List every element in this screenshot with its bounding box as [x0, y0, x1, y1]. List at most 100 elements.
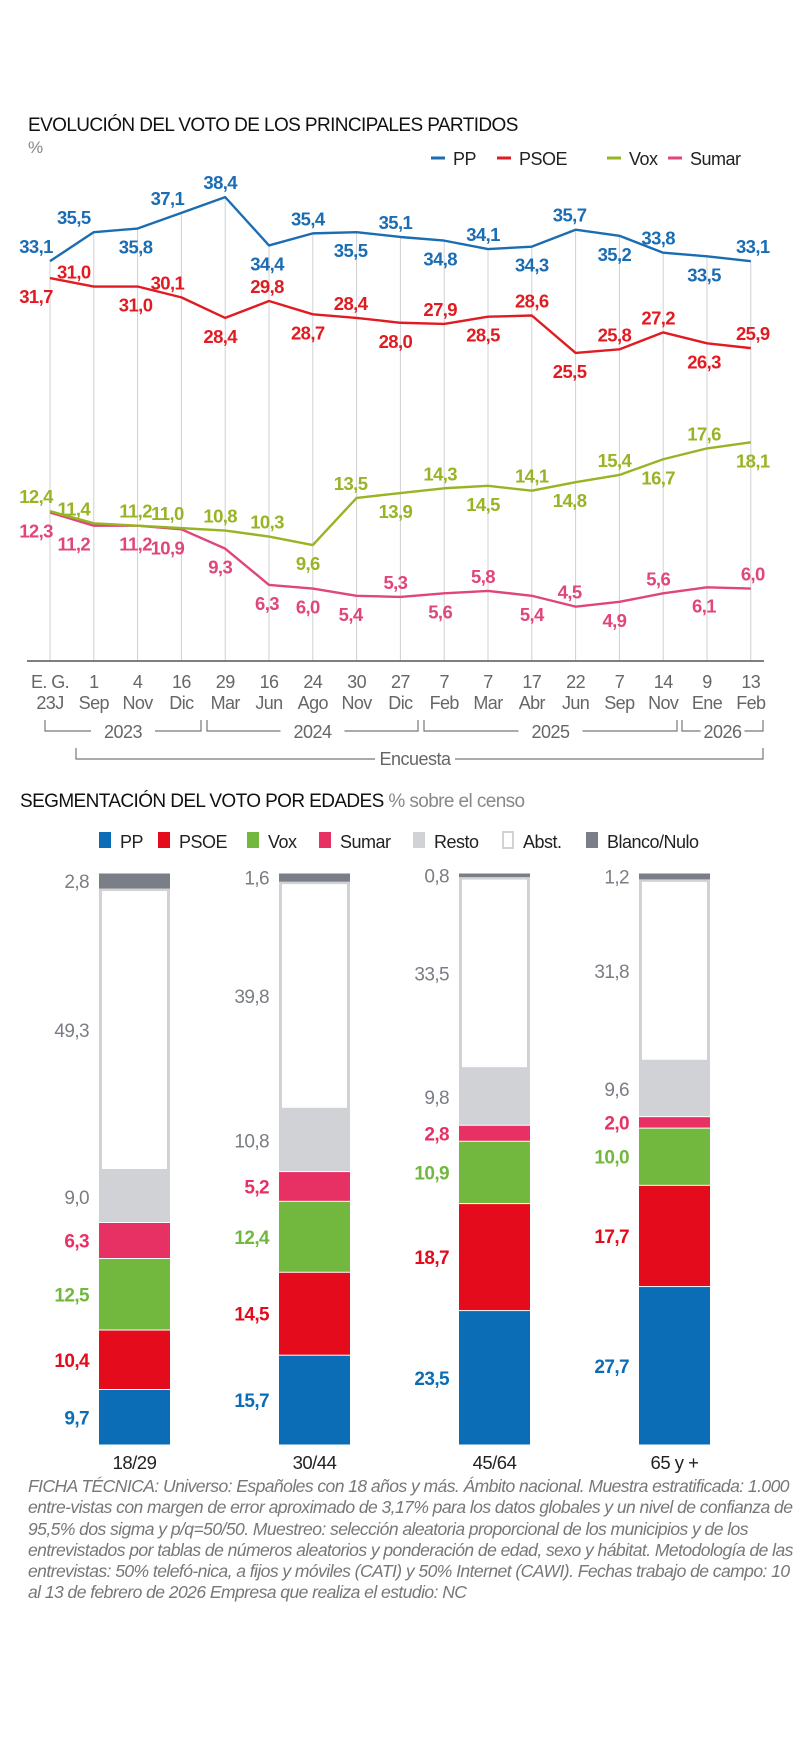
legend-swatch-abst — [502, 831, 514, 849]
bar-chart-subtitle: % sobre el censo — [388, 791, 525, 812]
bar-segment-vox — [99, 1259, 170, 1330]
x-tick-label-month: Nov — [341, 693, 372, 713]
bar-value-label: 0,8 — [424, 866, 449, 887]
x-tick-label-day: 7 — [615, 672, 625, 692]
bar-value-label: 9,8 — [424, 1088, 449, 1109]
x-tick-label-day: 7 — [483, 672, 493, 692]
bar-segment-blanconulo — [639, 873, 710, 880]
data-label-sumar: 4,5 — [558, 582, 582, 603]
year-bracket — [206, 720, 419, 732]
bar-chart-title-wrap: SEGMENTACIÓN DEL VOTO POR EDADES % sobre… — [20, 791, 525, 813]
survey-label: Encuesta — [379, 749, 452, 769]
data-label-sumar: 10,9 — [151, 537, 185, 558]
data-label-sumar: 5,3 — [383, 572, 407, 593]
data-label-pp: 33,5 — [687, 264, 721, 285]
bar-value-label: 33,5 — [414, 964, 449, 985]
bar-value-label: 23,5 — [414, 1369, 450, 1390]
data-label-pp: 33,8 — [641, 228, 675, 249]
data-label-vox: 13,5 — [334, 473, 368, 494]
bar-segment-vox — [639, 1128, 710, 1185]
data-label-psoe: 31,0 — [119, 295, 153, 316]
bar-segment-abst — [99, 888, 170, 1173]
bar-value-label: 15,7 — [234, 1391, 269, 1412]
data-label-sumar: 6,1 — [692, 595, 716, 616]
bar-segment-resto — [639, 1062, 710, 1117]
data-label-pp: 35,5 — [334, 240, 368, 261]
year-label: 2023 — [104, 722, 143, 742]
bar-segment-sumar — [99, 1222, 170, 1259]
data-label-pp: 35,2 — [598, 244, 632, 265]
data-label-psoe: 25,5 — [553, 361, 587, 382]
bar-value-label: 39,8 — [234, 987, 269, 1008]
bar-segment-sumar — [639, 1117, 710, 1128]
data-label-sumar: 6,3 — [255, 593, 279, 614]
x-tick-label-day: 14 — [654, 672, 673, 692]
bar-segment-psoe — [459, 1204, 530, 1311]
legend-label-blanconulo: Blanco/Nulo — [607, 832, 699, 852]
bar-value-label: 12,5 — [54, 1285, 90, 1306]
x-tick-label-day: 24 — [303, 672, 322, 692]
series-line-psoe — [49, 276, 751, 355]
x-tick-label-month: Ene — [692, 693, 723, 713]
bar-segment-pp — [639, 1287, 710, 1445]
data-label-pp: 34,8 — [423, 249, 457, 270]
bar-value-label: 2,0 — [604, 1113, 629, 1134]
x-tick-label-month: Feb — [736, 693, 766, 713]
bar-segment-blanconulo — [99, 873, 170, 889]
data-label-pp: 33,1 — [736, 236, 770, 257]
data-label-vox: 14,8 — [553, 490, 587, 511]
x-tick-label-month: Abr — [519, 693, 546, 713]
data-label-sumar: 5,4 — [339, 604, 364, 625]
legend-label-sumar: Sumar — [340, 832, 391, 852]
data-label-pp: 34,1 — [466, 224, 500, 245]
x-tick-label-month: Mar — [473, 693, 503, 713]
bar-segment-sumar — [459, 1125, 530, 1141]
year-bracket — [423, 720, 678, 732]
bar-segment-psoe — [99, 1330, 170, 1390]
data-label-pp: 35,1 — [379, 212, 413, 233]
x-tick-label-day: 1 — [89, 672, 99, 692]
x-tick-label-day: 30 — [347, 672, 366, 692]
data-label-pp: 37,1 — [151, 188, 185, 209]
data-label-pp: 35,4 — [291, 208, 326, 229]
data-label-psoe: 26,3 — [687, 351, 721, 372]
bar-value-label: 2,8 — [424, 1124, 449, 1145]
data-label-sumar: 11,2 — [119, 534, 152, 555]
survey-bracket — [75, 748, 764, 760]
bar-value-label: 14,5 — [234, 1305, 270, 1326]
bar-segment-abst — [279, 881, 350, 1111]
legend-label-pp: PP — [120, 832, 144, 852]
series-line-pp — [49, 195, 751, 263]
data-label-pp: 35,7 — [553, 205, 587, 226]
x-tick-label-day: 16 — [172, 672, 191, 692]
bar-value-label: 9,6 — [604, 1080, 629, 1101]
data-label-psoe: 28,6 — [515, 291, 549, 312]
data-label-pp: 38,4 — [203, 172, 238, 193]
data-label-pp: 33,1 — [19, 236, 53, 257]
legend-label-psoe: PSOE — [179, 832, 228, 852]
bar-value-label: 12,4 — [234, 1228, 270, 1249]
data-label-pp: 35,5 — [57, 207, 91, 228]
line-chart-unit: % — [28, 138, 44, 157]
bar-chart-title: SEGMENTACIÓN DEL VOTO POR EDADES — [20, 791, 384, 812]
data-label-psoe: 28,7 — [291, 322, 325, 343]
year-bracket — [44, 720, 202, 732]
data-label-sumar: 4,9 — [602, 610, 626, 631]
x-tick-label-day: 29 — [216, 672, 235, 692]
data-label-vox: 10,3 — [250, 512, 284, 533]
bar-value-label: 10,8 — [234, 1132, 269, 1153]
data-label-psoe: 27,9 — [423, 299, 457, 320]
x-tick-label-month: 23J — [36, 693, 63, 713]
x-tick-label-month: Sep — [79, 693, 110, 713]
bar-chart: PP PSOE Vox Sumar Resto Abst. Blanco/Nulo 9,7 10… — [54, 831, 710, 1473]
bar-value-label: 5,2 — [244, 1177, 269, 1198]
bar-segment-pp — [99, 1390, 170, 1445]
bar-segment-abst — [459, 876, 530, 1071]
data-label-psoe: 28,4 — [334, 293, 369, 314]
x-tick-label-day: E. G. — [31, 672, 69, 692]
legend-swatch-resto — [413, 832, 425, 848]
line-chart: PP PSOE Vox Sumar33,135,535,837,138,434,435… — [19, 149, 770, 769]
bar-segment-vox — [279, 1201, 350, 1272]
data-label-vox: 11,2 — [119, 501, 152, 522]
x-tick-label-day: 7 — [439, 672, 449, 692]
